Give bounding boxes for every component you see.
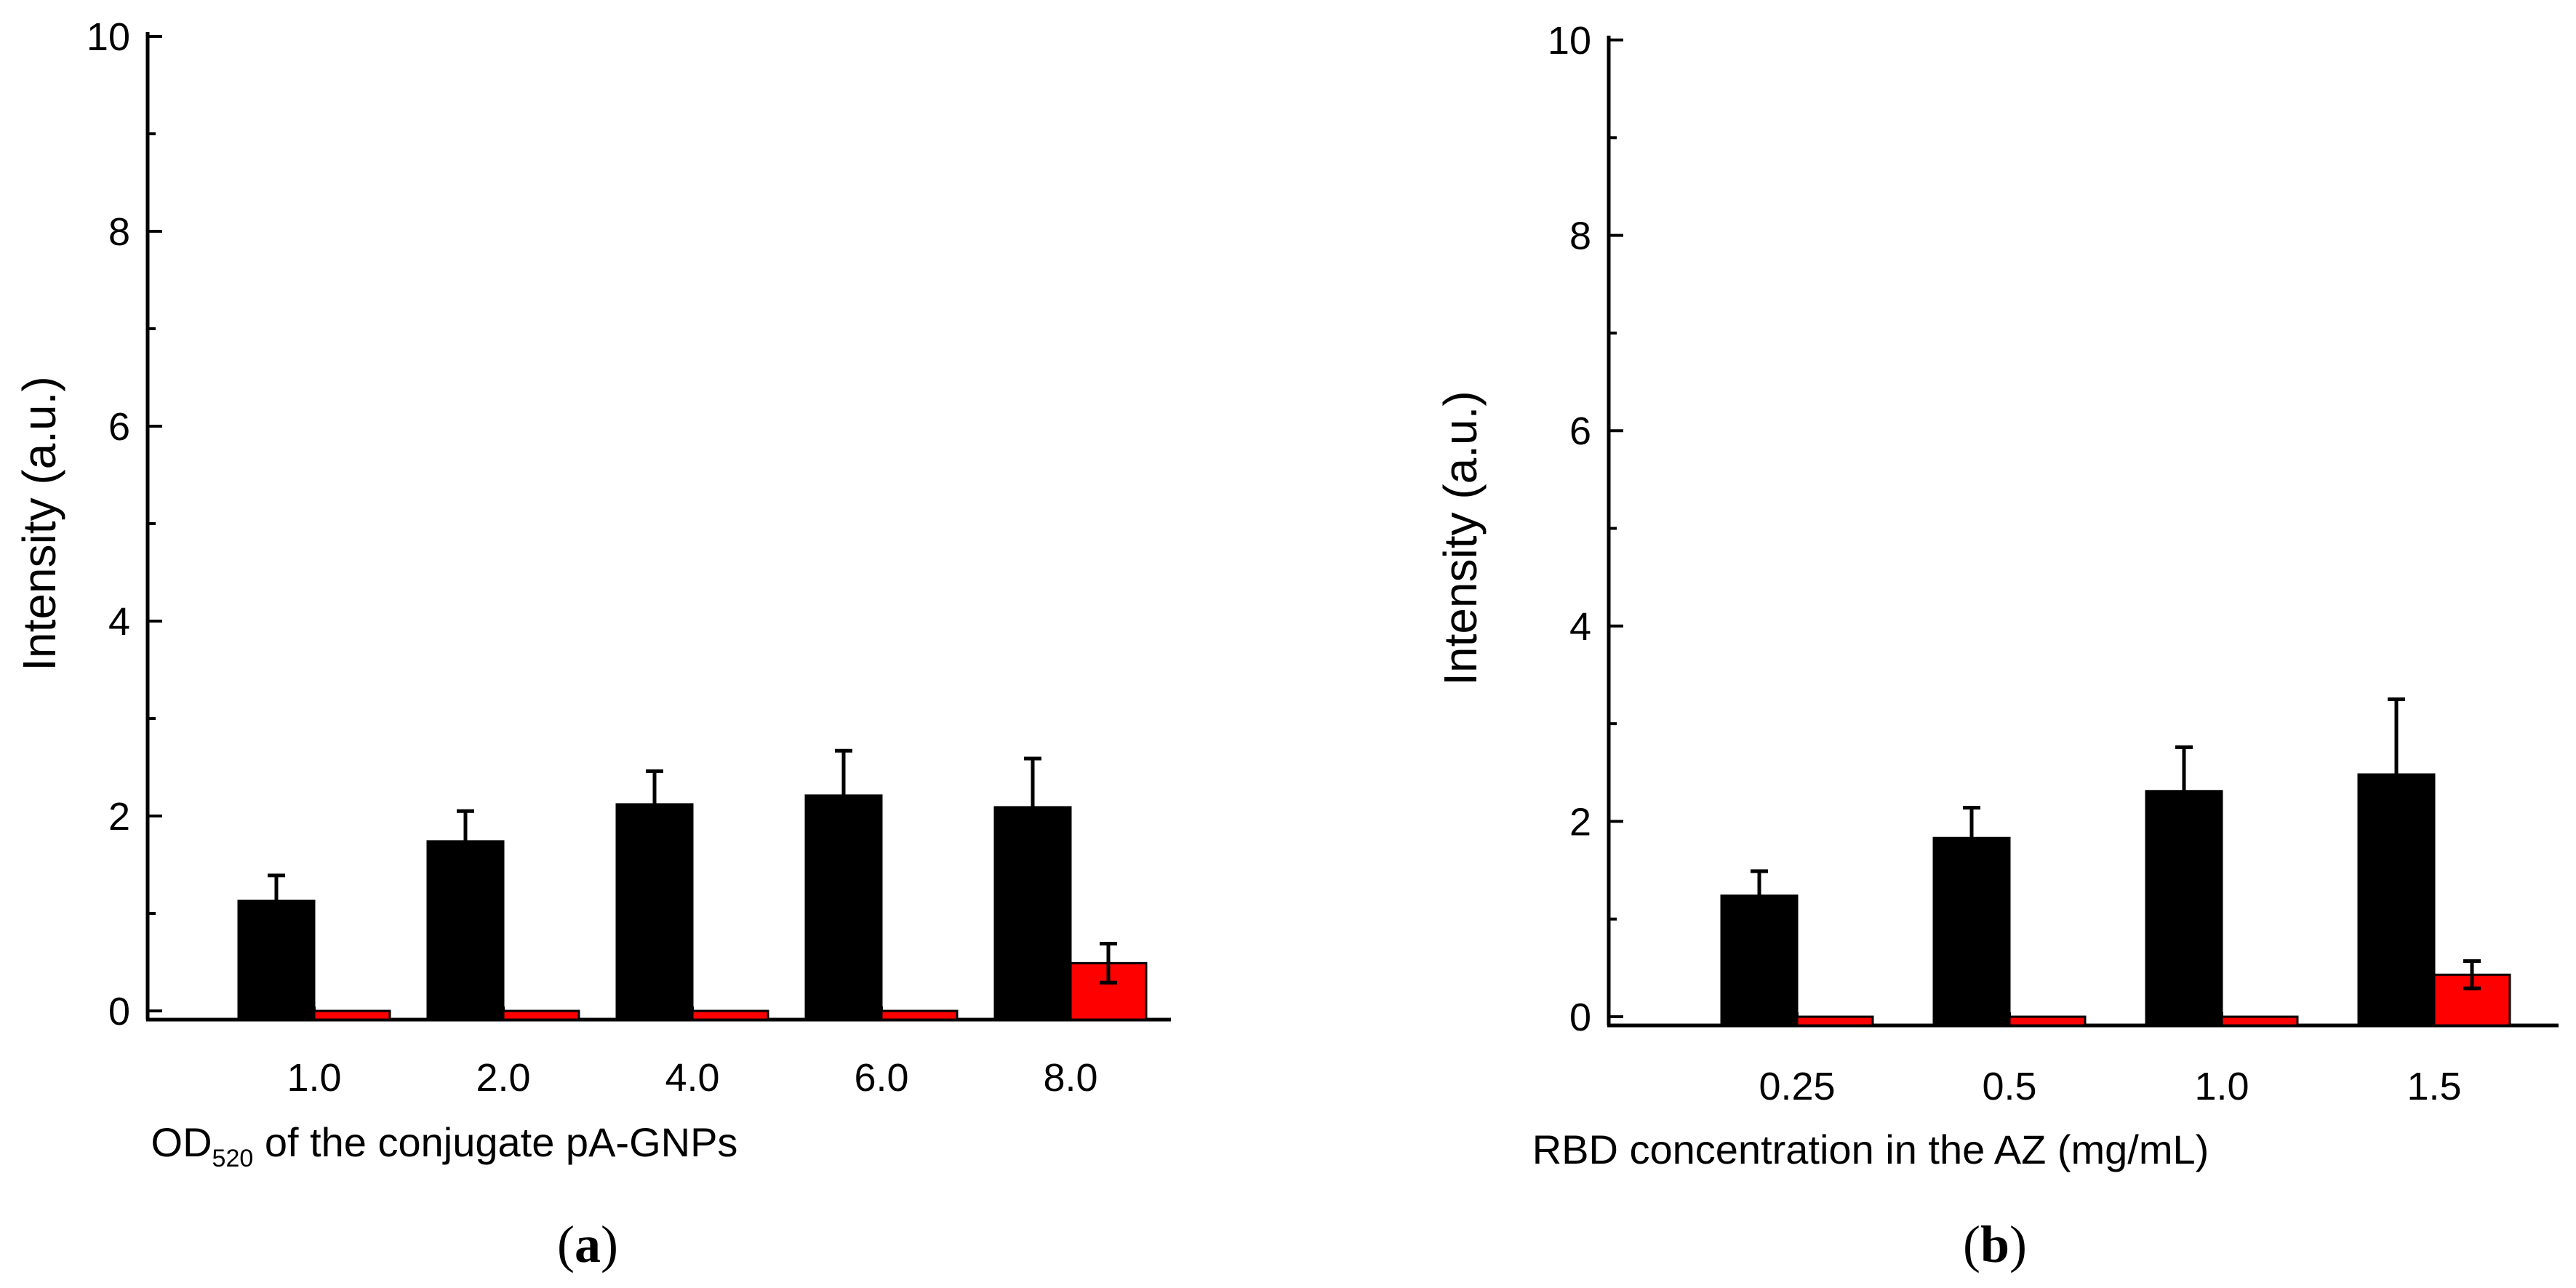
panel-a-y-tick-label: 8 <box>108 210 130 254</box>
panel-a-caption: (a) <box>557 1215 618 1273</box>
panel-a-x-tick-label: 2.0 <box>476 1056 530 1100</box>
panel-a-x-tick-label: 8.0 <box>1043 1056 1097 1100</box>
panel-a-bar-red-2 <box>502 1009 580 1021</box>
panel-b-bar-black-4 <box>2357 773 2436 1027</box>
panel-a-bar-red-1 <box>313 1009 391 1021</box>
panel-b-bar-red-1 <box>1796 1015 1874 1027</box>
panel-a-xlabel: OD520 of the conjugate pA-GNPs <box>151 1119 738 1172</box>
panel-a-x-tick-label: 4.0 <box>665 1056 719 1100</box>
panel-a-bar-red-4 <box>880 1009 959 1021</box>
panel-a-ylabel: Intensity (a.u.) <box>13 376 65 671</box>
panel-b-bar-black-2 <box>1932 836 2011 1027</box>
panel-a-bar-black-2 <box>426 840 505 1021</box>
panel-b-x-tick-label: 1.5 <box>2407 1065 2461 1108</box>
panel-a-xlabel-main: OD <box>151 1119 212 1165</box>
panel-a-xlabel-rest: of the conjugate pA-GNPs <box>253 1119 737 1165</box>
panel-b-y-tick-label: 4 <box>1569 605 1591 649</box>
panel-a-caption-letter: a <box>575 1215 601 1273</box>
panel-a-y-tick-label: 2 <box>108 795 130 839</box>
panel-b-y-tick-label: 8 <box>1569 215 1591 258</box>
panel-b: 0 2 4 6 8 10 0.25 0.5 1.0 1.5 <box>1548 19 2559 1108</box>
panel-b-xlabel: RBD concentration in the AZ (mg/mL) <box>1532 1127 2209 1172</box>
panel-a-bar-black-3 <box>615 803 694 1021</box>
panel-b-caption: (b) <box>1963 1215 2027 1273</box>
panel-a-bar-red-3 <box>691 1009 769 1021</box>
panel-b-caption-letter: b <box>1980 1215 2009 1273</box>
panel-a-xlabel-subscript: 520 <box>212 1145 254 1172</box>
panel-b-bar-red-2 <box>2008 1015 2087 1027</box>
panel-a-y-tick-label: 6 <box>108 405 130 449</box>
panel-b-x-tick-label: 1.0 <box>2194 1065 2249 1108</box>
panel-b-x-tick-label: 0.5 <box>1982 1065 2036 1108</box>
panel-b-y-tick-label: 10 <box>1548 19 1591 63</box>
panel-a-x-tick-label: 1.0 <box>287 1056 341 1100</box>
panel-b-bar-black-3 <box>2145 790 2223 1027</box>
panel-a-y-tick-label: 0 <box>108 990 130 1033</box>
panel-a: 0 2 4 6 8 10 1.0 2.0 4.0 6.0 8.0 <box>87 15 1171 1100</box>
panel-b-x-tick-label: 0.25 <box>1759 1065 1835 1108</box>
panel-b-y-tick-label: 6 <box>1569 409 1591 453</box>
panel-a-bar-black-4 <box>804 794 883 1021</box>
panel-a-x-tick-label: 6.0 <box>854 1056 908 1100</box>
panel-b-bar-red-3 <box>2220 1015 2299 1027</box>
panel-a-y-tick-label: 10 <box>87 15 130 59</box>
panel-b-ylabel: Intensity (a.u.) <box>1434 391 1487 686</box>
panel-b-y-tick-label: 0 <box>1569 996 1591 1039</box>
panel-a-y-tick-label: 4 <box>108 600 130 644</box>
panel-a-bar-black-1 <box>237 900 316 1021</box>
panel-b-bar-black-1 <box>1720 894 1799 1027</box>
panel-b-y-tick-label: 2 <box>1569 800 1591 844</box>
panel-a-bar-black-5 <box>993 806 1072 1021</box>
